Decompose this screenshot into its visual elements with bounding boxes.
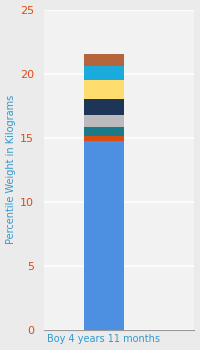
Bar [84,54,124,66]
Bar [84,136,124,141]
Bar [84,141,124,330]
Bar [84,127,124,136]
Bar [84,80,124,99]
Y-axis label: Percentile Weight in Kilograms: Percentile Weight in Kilograms [6,95,16,244]
Bar [84,99,124,114]
Bar [84,66,124,80]
Bar [84,114,124,127]
